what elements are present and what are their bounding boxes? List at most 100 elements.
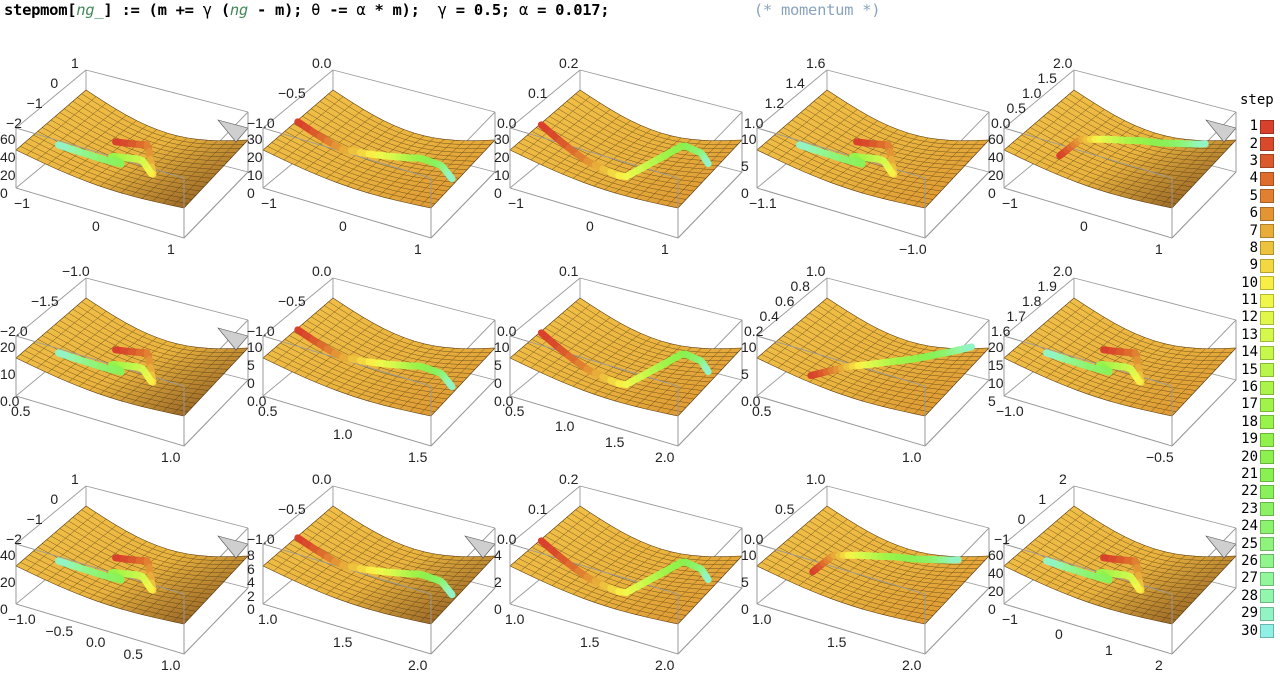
x-axis-tick: −1 <box>14 195 30 211</box>
surface-plot-r1c3[interactable]: 0.2 0.1 0.0 30 20 10 0 −1 0 1 <box>494 52 743 260</box>
x-axis-tick: 1.0 <box>555 418 575 435</box>
legend-item: 17 <box>1236 396 1280 413</box>
legend-step-label: 21 <box>1241 466 1258 482</box>
x-axis-tick: 1.0 <box>752 611 772 627</box>
surface-plot-r3c1[interactable]: 1 0 −1 −2 40 20 0 −1.0 −0.5 0.0 0.5 1.0 <box>0 468 249 676</box>
legend-item: 6 <box>1236 205 1280 222</box>
y-axis-tick: −2.0 <box>0 323 28 339</box>
legend-swatch <box>1260 224 1274 239</box>
z-axis-tick: 8 <box>247 547 255 563</box>
z-axis-tick: 6 <box>247 560 255 577</box>
y-axis-tick: 1 <box>71 55 79 71</box>
z-axis-tick: 60 <box>0 131 16 147</box>
surface-plot-canvas <box>509 69 743 239</box>
legend-step-label: 1 <box>1249 118 1258 135</box>
x-axis-tick: 1.0 <box>902 449 922 465</box>
clip-cap <box>1205 119 1237 143</box>
legend-item: 4 <box>1236 170 1280 187</box>
legend-item: 10 <box>1236 275 1280 292</box>
y-axis-tick: 0.0 <box>312 55 332 71</box>
x-axis-tick: 2.0 <box>655 449 675 465</box>
surface-plot-r1c5[interactable]: 2.0 1.5 1.0 0.5 0.0 60 40 20 0 −1 0 1 <box>988 52 1237 260</box>
z-axis-tick: 0 <box>494 375 502 391</box>
surface-plot-r3c3[interactable]: 0.2 0.1 0.0 4 2 0 1.0 1.5 2.0 <box>494 468 743 676</box>
y-axis-tick: 1.2 <box>764 95 785 111</box>
optimizer-trajectory <box>537 121 712 181</box>
optimizer-trajectory <box>537 329 712 389</box>
legend-step-label: 7 <box>1249 222 1258 239</box>
legend-swatch <box>1260 328 1274 343</box>
gamma-symbol: γ <box>202 1 212 19</box>
legend-items: 1 2 3 4 5 6 7 8 9 10 11 12 13 14 15 16 17 18 19 20 21 22 23 24 2… <box>1236 118 1280 640</box>
y-axis-tick: 2 <box>1059 471 1067 487</box>
legend-item: 27 <box>1236 570 1280 587</box>
legend-swatch <box>1260 624 1274 639</box>
z-axis-tick: 5 <box>247 357 255 373</box>
code-comment: (* momentum *) <box>753 1 881 19</box>
gamma-symbol: γ <box>437 1 447 19</box>
legend-swatch <box>1260 502 1274 517</box>
x-axis-tick: 2.0 <box>408 657 428 673</box>
legend-step-label: 17 <box>1241 396 1258 413</box>
y-axis-tick: 2.0 <box>1053 55 1073 71</box>
clip-cap <box>217 535 249 559</box>
optimizer-trajectory <box>807 343 976 380</box>
legend-swatch <box>1260 241 1274 256</box>
surface-plot-r3c5[interactable]: 2 1 0 −1 60 40 20 0 −1 0 1 2 <box>988 468 1237 676</box>
surface-plot-r1c4[interactable]: 1.6 1.4 1.2 1.0 10 5 0 −1.1 −1.0 <box>741 52 990 260</box>
legend-swatch <box>1260 484 1274 499</box>
legend-swatch <box>1260 189 1274 204</box>
legend-swatch <box>1260 432 1274 447</box>
z-axis-tick: 0 <box>988 185 996 201</box>
surface-plot-canvas <box>262 485 496 655</box>
y-axis-tick: 0.0 <box>497 323 517 339</box>
legend-item: 1 <box>1236 118 1280 135</box>
optimizer-trajectory <box>1042 346 1145 386</box>
y-axis-tick: 1.0 <box>744 115 764 131</box>
z-axis-tick: 20 <box>0 339 16 355</box>
surface-plot-r3c4[interactable]: 1.0 0.5 0.0 10 5 0 1.0 1.5 2.0 <box>741 468 990 676</box>
z-axis-tick: 10 <box>0 366 16 382</box>
z-axis-tick: 5 <box>988 393 996 409</box>
y-axis-tick: 0.0 <box>497 115 517 131</box>
z-axis-tick: 5 <box>741 366 749 382</box>
x-axis-tick: 2.0 <box>655 657 675 673</box>
x-axis-tick: 2 <box>1155 657 1163 673</box>
optimizer-trajectory <box>54 554 157 594</box>
surface-plot-r2c5[interactable]: 2.0 1.9 1.8 1.7 1.6 20 15 10 5 −1.0 −0.5 <box>988 260 1237 468</box>
x-axis-tick: 1.0 <box>333 426 353 442</box>
x-axis-tick: 1.5 <box>605 433 625 450</box>
surface-plot-canvas <box>1003 485 1237 655</box>
x-axis-tick: 0 <box>1055 626 1063 643</box>
surface-plot-r2c4[interactable]: 1.0 0.8 0.6 0.4 0.2 10 5 0.0 0.5 1.0 <box>741 260 990 468</box>
surface-plot-canvas <box>756 485 990 655</box>
legend-step-label: 19 <box>1241 431 1258 448</box>
surface-plot-r1c1[interactable]: 1 0 −1 −2 60 40 20 0 −1 0 1 <box>0 52 249 260</box>
y-axis-tick: 0.0 <box>744 531 764 547</box>
code-def: ] := (m += <box>103 1 203 19</box>
x-axis-tick: −1.0 <box>899 241 927 257</box>
optimizer-trajectory <box>809 551 962 576</box>
z-axis-tick: 2 <box>247 587 255 604</box>
surface-plot-r2c2[interactable]: 0.0 −0.5 −1.0 10 5 0 0.0 0.5 1.0 1.5 <box>247 260 496 468</box>
y-axis-tick: 1.4 <box>785 75 805 91</box>
code-input-line[interactable]: stepmom[ng_] := (m += γ (ng - m); θ -= α… <box>4 1 881 23</box>
surface-plot-r2c1[interactable]: −1.0 −1.5 −2.0 20 10 0.0 0.5 1.0 <box>0 260 249 468</box>
pattern-arg: ng_ <box>76 1 104 19</box>
y-axis-tick: −1.0 <box>247 323 275 339</box>
legend-item: 28 <box>1236 588 1280 605</box>
z-axis-tick: 20 <box>988 583 1004 599</box>
x-axis-tick: −1 <box>1002 195 1018 211</box>
surface-plot-r2c3[interactable]: 0.1 0.0 10 5 0 0.0 0.5 1.0 1.5 2.0 <box>494 260 743 468</box>
legend-swatch <box>1260 206 1274 221</box>
legend-swatch <box>1260 415 1274 430</box>
surface-plot-r1c2[interactable]: 0.0 −0.5 −1.0 30 20 10 0 −1 0 1 <box>247 52 496 260</box>
legend-step-label: 4 <box>1249 170 1258 187</box>
y-axis-tick: 0.1 <box>528 501 548 517</box>
surface-plot-r3c2[interactable]: 0.0 −0.5 −1.0 8 6 4 2 0 1.0 1.5 2.0 <box>247 468 496 676</box>
y-axis-tick: 0.2 <box>559 471 579 487</box>
legend-step-label: 14 <box>1241 344 1258 361</box>
legend-item: 14 <box>1236 344 1280 361</box>
legend-swatch <box>1260 345 1274 360</box>
optimizer-trajectory <box>294 534 456 599</box>
